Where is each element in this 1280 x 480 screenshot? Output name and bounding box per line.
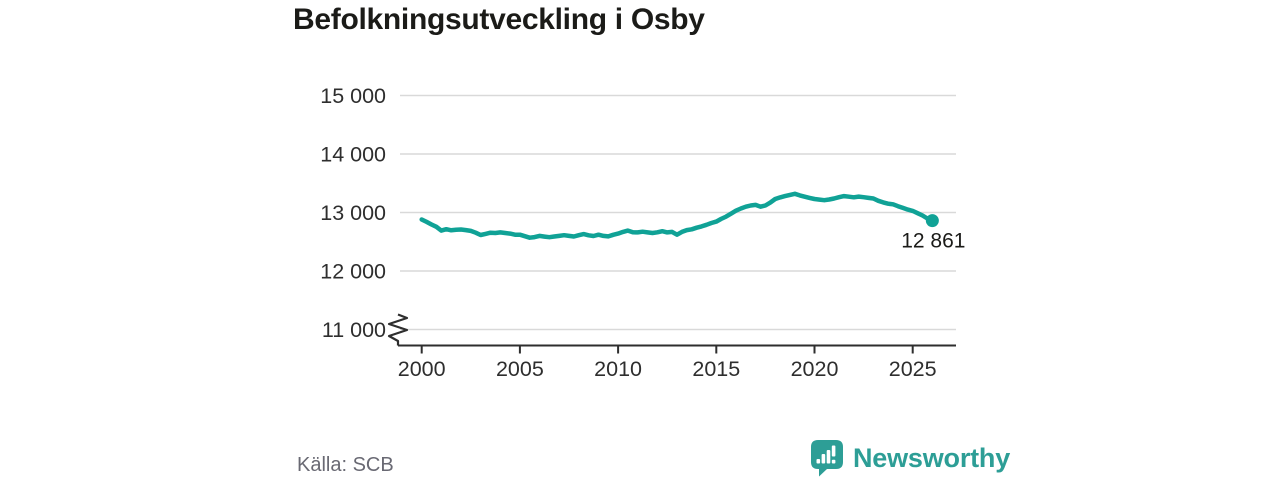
x-tick-label: 2020	[791, 357, 839, 381]
y-tick-label: 12 000	[320, 260, 386, 284]
chart-title: Befolkningsutveckling i Osby	[293, 3, 705, 36]
y-tick-label: 15 000	[320, 84, 386, 108]
last-point-marker	[925, 214, 939, 228]
x-tick-label: 2010	[594, 357, 642, 381]
y-tick-label: 11 000	[322, 318, 386, 342]
newsworthy-logo[interactable]: Newsworthy	[810, 439, 1010, 477]
source-note: Källa: SCB	[297, 454, 394, 476]
x-tick-label: 2000	[398, 357, 446, 381]
y-tick-label: 14 000	[320, 143, 386, 167]
y-tick-label: 13 000	[320, 201, 386, 225]
x-tick-label: 2025	[889, 357, 937, 381]
x-tick-label: 2015	[692, 357, 740, 381]
x-tick-label: 2005	[496, 357, 544, 381]
population-line	[419, 191, 935, 240]
newsworthy-speech-bubble-chart-icon	[811, 440, 843, 477]
last-value-label: 12 861	[901, 230, 965, 253]
newsworthy-wordmark: Newsworthy	[853, 443, 1011, 473]
y-axis-break-icon	[387, 313, 409, 346]
